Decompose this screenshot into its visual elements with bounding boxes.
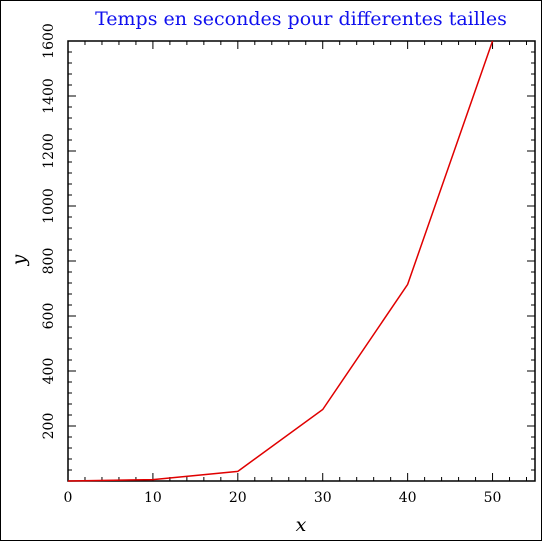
y-tick-label: 1400 (41, 78, 57, 114)
series-line (67, 40, 494, 482)
y-axis-label: y (8, 254, 30, 266)
x-tick-label: 0 (64, 490, 73, 506)
x-tick-label: 20 (229, 490, 247, 506)
y-tick-label: 400 (41, 358, 57, 385)
plot-area (67, 40, 536, 482)
y-tick-label: 200 (41, 413, 57, 440)
x-tick-label: 40 (399, 490, 417, 506)
x-axis-label: x (296, 514, 307, 536)
x-tick-label: 50 (484, 490, 502, 506)
x-tick-label: 30 (314, 490, 332, 506)
axis-tick-labels: 0 10 20 30 40 50 200 400 600 800 1000 1200 1400 1600 (41, 23, 501, 506)
chart-title: Temps en secondes pour differentes taill… (95, 8, 507, 30)
y-tick-label: 600 (41, 303, 57, 330)
y-tick-label: 1200 (41, 133, 57, 169)
y-tick-label: 1600 (41, 23, 57, 59)
y-tick-label: 800 (41, 248, 57, 275)
x-tick-label: 10 (144, 490, 162, 506)
y-tick-label: 1000 (41, 188, 57, 224)
series-group (67, 40, 494, 482)
axis-ticks (67, 40, 535, 482)
